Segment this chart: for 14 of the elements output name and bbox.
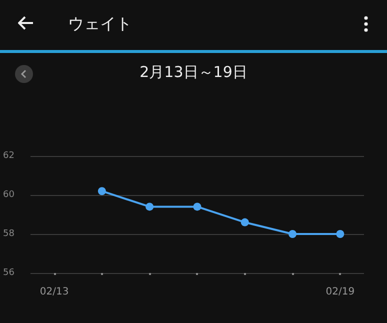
point	[336, 230, 344, 238]
point	[193, 202, 202, 211]
chart-title: ウェイト	[68, 14, 132, 35]
y-tick-label: 60	[3, 190, 15, 200]
x-tick-label: 02/13	[40, 286, 69, 298]
y-tick-label: 62	[3, 151, 14, 161]
point	[98, 187, 106, 196]
y-tick-label: 58	[3, 229, 15, 239]
point	[288, 230, 297, 238]
point	[240, 218, 249, 226]
chart-subtitle: 2月13日～19日	[138, 63, 248, 82]
point	[146, 202, 154, 211]
x-tick-label: 02/19	[326, 286, 355, 298]
y-tick-label: 56	[3, 268, 15, 278]
